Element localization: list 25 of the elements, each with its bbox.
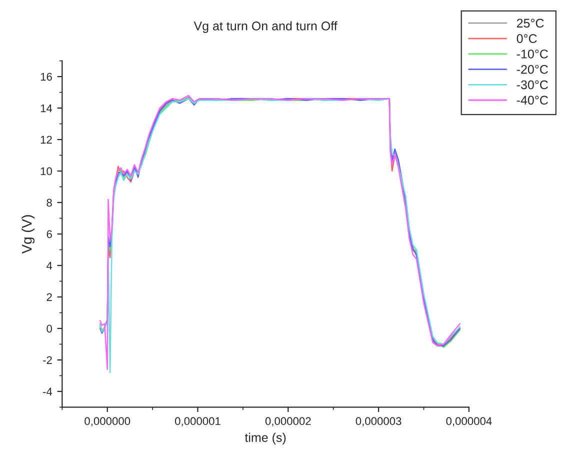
legend-label: -10°C [516,50,548,58]
y-axis-title: Vg (V) [22,215,35,254]
x-tick-label: 0,000003 [356,417,402,426]
x-tick-label: 0,000004 [446,417,492,426]
y-tick-label: 14 [40,104,52,112]
legend-label: -30°C [516,80,548,90]
y-tick-label: 0 [46,324,52,333]
legend-label: 0°C [516,34,537,44]
x-tick-label: 0,000000 [84,417,130,426]
y-tick-label: 12 [40,136,52,144]
y-tick-label: 2 [46,293,52,301]
chart-title: Vg at turn On and turn Off [194,21,338,33]
legend-label: -20°C [516,64,548,74]
y-tick-label: 16 [40,72,52,81]
y-tick-label: 8 [46,198,52,207]
x-tick-label: 0,000002 [265,417,311,426]
y-tick-label: 6 [46,230,52,238]
y-tick-label: 10 [40,167,52,176]
x-tick-label: 0,000001 [175,417,220,426]
y-tick-label: 4 [46,262,52,270]
y-tick-label: -4 [43,388,52,396]
legend-label: -40°C [516,96,548,105]
x-axis-title: time (s) [244,432,286,444]
legend-label: 25°C [516,18,544,28]
y-tick-label: -2 [43,356,52,364]
